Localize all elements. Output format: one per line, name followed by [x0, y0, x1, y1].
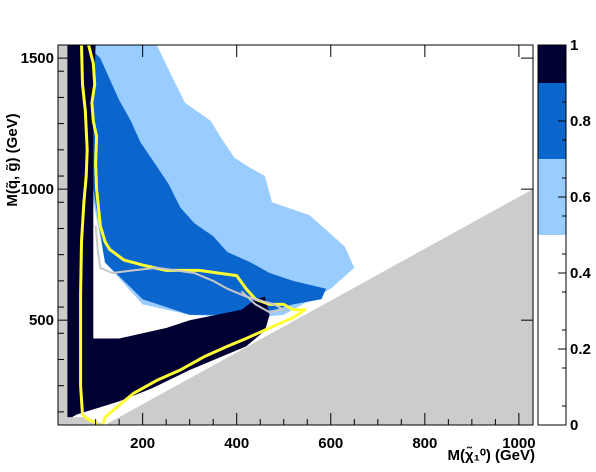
excluded-left-strip	[58, 45, 105, 425]
contour-lines	[79, 45, 307, 425]
colorbar-tick-label: 0.6	[570, 189, 591, 206]
y-tick-label: 1500	[21, 50, 54, 67]
y-tick-label: 500	[29, 312, 54, 329]
contour-line-1	[87, 45, 307, 425]
x-tick-label: 600	[318, 435, 343, 452]
x-tick-label: 200	[130, 435, 155, 452]
heatmap-regions	[58, 45, 533, 425]
colorbar-tick-label: 0.8	[570, 113, 591, 130]
colorbar-tick-label: 0.2	[570, 341, 591, 358]
region-level-2	[58, 45, 270, 425]
y-tick-label: 1000	[21, 181, 54, 198]
region-level-1	[86, 45, 327, 315]
colorbar-band	[538, 235, 566, 425]
colorbar-band	[538, 45, 566, 83]
contour-line-0	[79, 45, 99, 425]
colorbar: 0 0.2 0.4 0.6 0.8 1	[537, 37, 592, 434]
x-tick-label: 1000	[502, 435, 535, 452]
colorbar-tick-label: 0	[570, 417, 578, 434]
x-tick-label: 800	[412, 435, 437, 452]
colorbar-tick-label: 1	[570, 37, 578, 54]
x-axis-label: M(χ̃₁⁰) (GeV)	[447, 446, 535, 464]
x-tick-label: 400	[224, 435, 249, 452]
plot-frame	[57, 44, 534, 426]
colorbar-frame	[537, 44, 567, 426]
y-axis-ticks: 500 1000 1500	[21, 44, 533, 413]
x-axis-ticks: 200 400 600 800 1000	[95, 45, 536, 452]
y-axis-label: M(q̃, g̃) (GeV)	[4, 113, 21, 206]
colorbar-tick-label: 0.4	[570, 265, 592, 282]
contour-line-2	[94, 225, 285, 314]
excluded-wedge	[105, 189, 533, 425]
